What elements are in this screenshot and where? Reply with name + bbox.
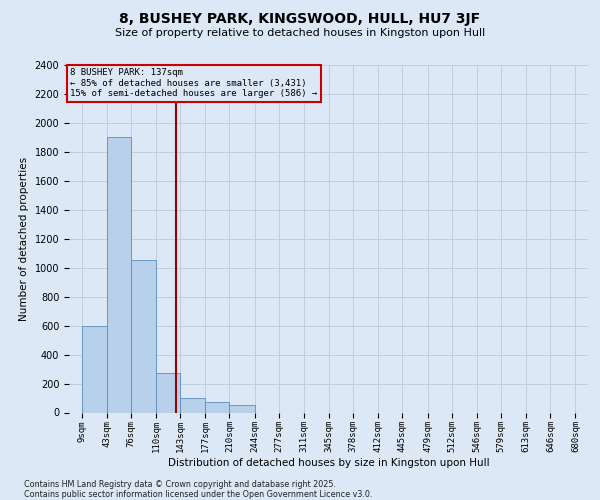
Text: Contains HM Land Registry data © Crown copyright and database right 2025.
Contai: Contains HM Land Registry data © Crown c… [24, 480, 373, 499]
Bar [205, 402, 229, 412]
X-axis label: Distribution of detached houses by size in Kingston upon Hull: Distribution of detached houses by size … [167, 458, 490, 468]
Bar [82, 326, 107, 412]
Text: 8 BUSHEY PARK: 137sqm
← 85% of detached houses are smaller (3,431)
15% of semi-d: 8 BUSHEY PARK: 137sqm ← 85% of detached … [70, 68, 318, 98]
Text: Size of property relative to detached houses in Kingston upon Hull: Size of property relative to detached ho… [115, 28, 485, 38]
Bar [156, 374, 180, 412]
Bar [107, 138, 131, 412]
Text: 8, BUSHEY PARK, KINGSWOOD, HULL, HU7 3JF: 8, BUSHEY PARK, KINGSWOOD, HULL, HU7 3JF [119, 12, 481, 26]
Bar [229, 406, 254, 412]
Bar [180, 398, 205, 412]
Y-axis label: Number of detached properties: Number of detached properties [19, 156, 29, 321]
Bar [131, 260, 156, 412]
